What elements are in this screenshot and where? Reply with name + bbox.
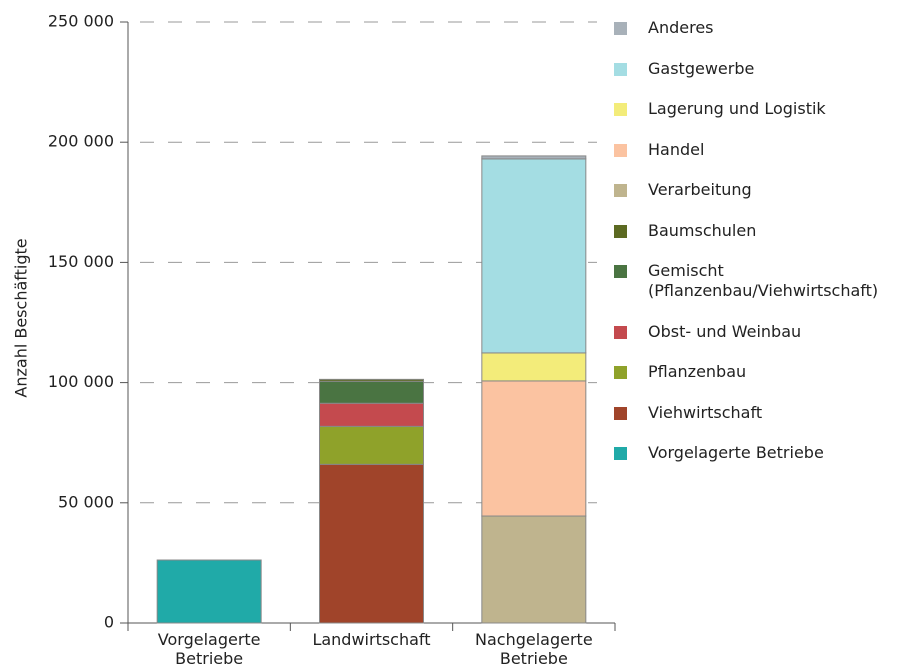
x-tick-label: Landwirtschaft (312, 630, 431, 649)
legend-label: Anderes (648, 18, 714, 37)
legend-item: Handel (614, 140, 910, 160)
legend-label: Gastgewerbe (648, 58, 755, 78)
bar-segment (481, 515, 587, 624)
legend-label: Handel (648, 139, 705, 159)
legend-label: Pflanzenbau (648, 362, 747, 381)
legend-item: Baumschulen (614, 221, 910, 241)
legend-item: Viehwirtschaft (614, 403, 910, 423)
legend-swatch (614, 224, 627, 238)
legend-label: Obst- und Weinbau (648, 321, 802, 341)
bar-segment (319, 402, 424, 427)
bar-segment (481, 158, 587, 354)
legend-swatch (614, 447, 627, 460)
bar-segment (319, 378, 424, 382)
legend-swatch (614, 406, 627, 420)
legend-item: Gastgewerbe (614, 59, 910, 79)
legend-item: Pflanzenbau (614, 362, 910, 382)
y-tick-label: 200 000 (48, 132, 114, 151)
legend-item: Anderes (614, 18, 910, 38)
bar-segment (481, 352, 587, 382)
legend-label: Lagerung und Logistik (648, 99, 826, 118)
legend-swatch (614, 62, 627, 76)
legend-swatch (614, 265, 627, 278)
y-tick-label: 50 000 (58, 492, 114, 511)
legend-label: Baumschulen (648, 220, 757, 240)
y-tick-label: 250 000 (48, 12, 114, 31)
legend-item: Obst- und Weinbau (614, 322, 910, 342)
x-tick-label: Vorgelagerte Betriebe (157, 630, 261, 668)
bar-segment (481, 380, 587, 517)
legend-label: Vorgelagerte Betriebe (648, 443, 824, 462)
y-tick-label: 100 000 (48, 372, 114, 391)
legend-swatch (614, 366, 627, 379)
bar-segment (481, 155, 587, 160)
legend-label: Gemischt (Pflanzenbau/Viehwirtschaft) (648, 261, 879, 300)
y-tick-label: 0 (104, 613, 114, 632)
legend-label: Viehwirtschaft (648, 402, 763, 422)
legend-item: Gemischt (Pflanzenbau/Viehwirtschaft) (614, 261, 910, 301)
bar-segment (319, 463, 424, 624)
legend-item: Verarbeitung (614, 180, 910, 200)
bar-segment (319, 425, 424, 465)
bar-segment (156, 559, 262, 624)
legend-swatch (614, 184, 627, 197)
bar-segment (319, 380, 424, 404)
legend-swatch (614, 103, 627, 116)
legend-label: Verarbeitung (648, 180, 752, 199)
y-tick-label: 150 000 (48, 252, 114, 271)
legend-item: Lagerung und Logistik (614, 99, 910, 119)
x-tick-label: Nachgelagerte Betriebe (475, 630, 593, 668)
legend-swatch (614, 325, 627, 339)
legend-swatch (614, 22, 627, 35)
legend-item: Vorgelagerte Betriebe (614, 443, 910, 463)
y-axis-label: Anzahl Beschäftigte (12, 238, 31, 397)
legend-swatch (614, 143, 627, 157)
